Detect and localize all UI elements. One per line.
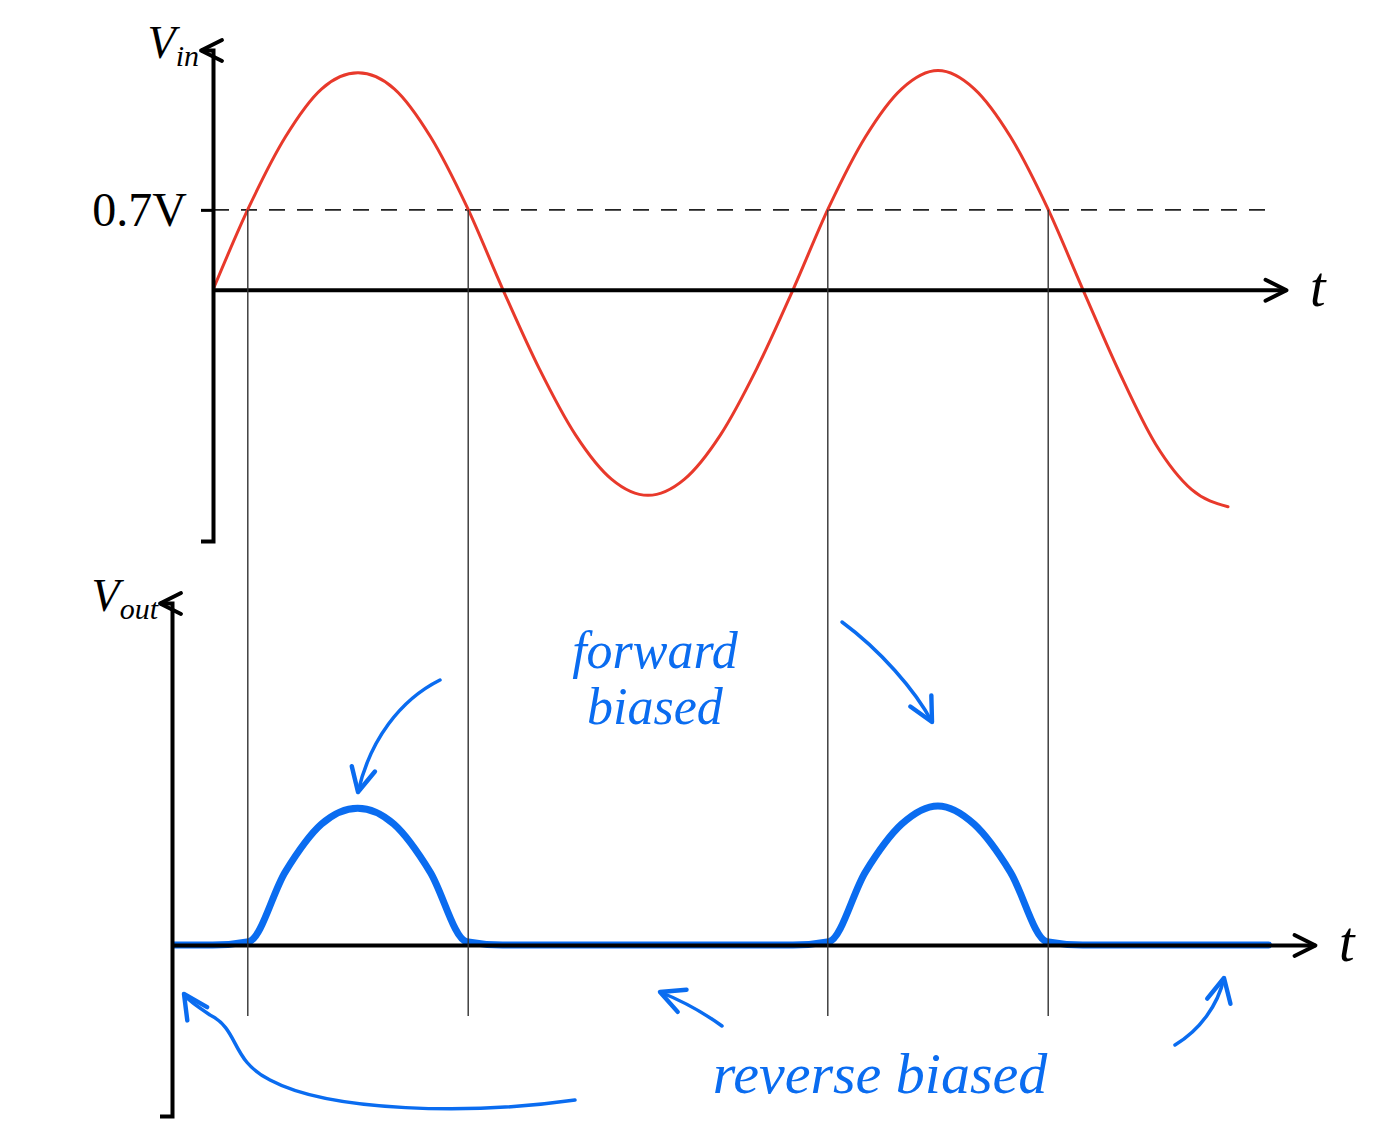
guide-line — [468, 210, 469, 1016]
diagram-svg: 0.7V Vin t Vout t forwardbiased reverse biased — [0, 0, 1392, 1132]
annotation: reverse biased — [713, 1041, 1048, 1106]
panel-0: 0.7V Vin t — [92, 17, 1327, 542]
panel-1: Vout t forwardbiased reverse biased — [92, 570, 1356, 1117]
grid-line — [213, 209, 1266, 211]
y-tick-mark — [201, 209, 213, 212]
y-tick-label: 0.7V — [92, 183, 187, 236]
annotation-arrow — [1175, 978, 1224, 1045]
annotation-arrow — [660, 992, 722, 1026]
diagram-root: 0.7V Vin t Vout t forwardbiased reverse biased — [0, 0, 1392, 1132]
y-tick: 0.7V — [92, 183, 213, 236]
x-axis-title: t — [1310, 256, 1327, 318]
guide-line — [827, 210, 828, 1016]
y-axis-title: Vout — [92, 570, 159, 625]
annotation-arrow — [358, 680, 440, 792]
plot-marks — [172, 806, 1269, 945]
y-axis-title: Vin — [148, 17, 199, 72]
guide-lines — [248, 210, 1048, 1016]
guide-line — [1047, 210, 1048, 1016]
y-axis: 0.7V — [92, 51, 213, 542]
y-axis-line — [201, 51, 214, 542]
signal-line — [172, 806, 1269, 945]
x-axis-line — [173, 944, 1316, 948]
annotation: forwardbiased — [572, 622, 739, 735]
y-axis-line — [160, 604, 173, 1117]
x-axis — [173, 945, 1316, 946]
y-axis — [160, 604, 173, 1117]
guide-line — [247, 210, 248, 1016]
x-axis — [214, 290, 1287, 291]
x-axis-title: t — [1339, 911, 1356, 973]
annotation-arrow — [842, 622, 932, 722]
x-axis-line — [214, 288, 1287, 292]
annotation-arrow — [184, 994, 575, 1109]
